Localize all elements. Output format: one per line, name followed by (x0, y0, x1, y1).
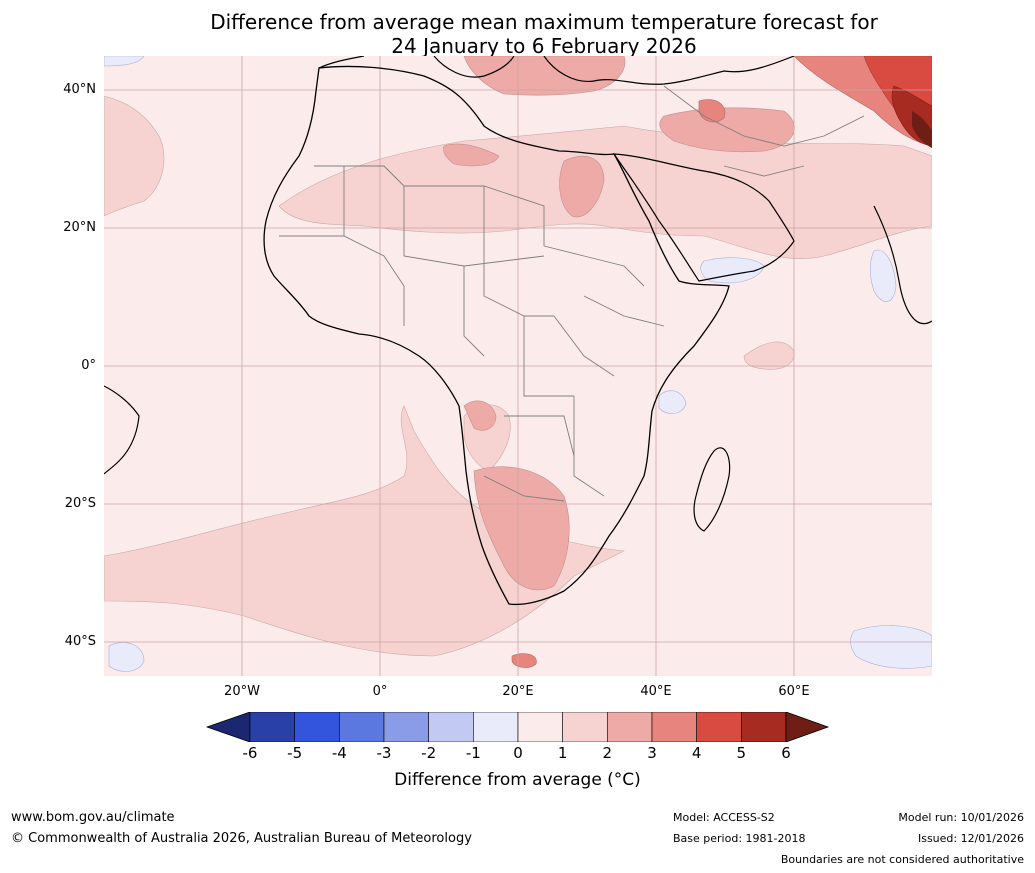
anomaly-1-2-region (278, 125, 932, 259)
colorbar-segment (339, 712, 385, 742)
colorbar-tick-label: -6 (242, 744, 258, 762)
latitude-label: 20°N (63, 220, 96, 235)
longitude-label: 40°E (640, 684, 672, 699)
africa-coastline (263, 65, 730, 606)
anomaly-2-3-region (659, 107, 795, 153)
colorbar (205, 712, 830, 742)
longitude-label: 0° (372, 684, 388, 699)
latitude-label: 40°N (63, 82, 96, 97)
colorbar-segment (249, 712, 295, 742)
colorbar-segment (473, 712, 519, 742)
disclaimer-text: Boundaries are not considered authoritat… (780, 853, 1024, 866)
country-borders (279, 85, 865, 502)
base-period-text: Base period: 1981-2018 (673, 832, 806, 845)
anomaly-above-6-region (912, 111, 932, 148)
colorbar-segment (651, 712, 697, 742)
title-line-2: 24 January to 6 February 2026 (391, 34, 697, 58)
colorbar-segment (562, 712, 608, 742)
longitude-label: 20°W (224, 684, 260, 699)
latitude-label: 0° (81, 358, 96, 373)
anomaly-2-3-region (559, 155, 605, 218)
colorbar-tick-label: -3 (376, 744, 392, 762)
south-america-coastline (104, 385, 140, 475)
anomaly-minus-1-0-region (658, 390, 687, 414)
anomaly-minus-1-0-region (850, 625, 932, 669)
colorbar-segment (383, 712, 429, 742)
colorbar-title: Difference from average (°C) (394, 770, 641, 790)
colorbar-tick-label: 0 (513, 744, 523, 762)
colorbar-segment (607, 712, 653, 742)
colorbar-tick-label: 3 (647, 744, 657, 762)
colorbar-tick-label: 2 (602, 744, 613, 762)
anomaly-minus-1-0-region (869, 249, 897, 302)
anomaly-2-3-region (473, 466, 570, 591)
colorbar-tick-label: -1 (465, 744, 481, 762)
anomaly-minus-1-0-region (104, 56, 145, 67)
colorbar-tick-label: -2 (421, 744, 437, 762)
copyright-text: © Commonwealth of Australia 2026, Austra… (11, 831, 472, 846)
colorbar-tick-label: 5 (736, 744, 747, 762)
website-link[interactable]: www.bom.gov.au/climate (11, 810, 175, 825)
latitude-label: 40°S (64, 634, 96, 649)
madagascar-coastline (693, 447, 731, 532)
anomaly-3-4-region (511, 653, 537, 668)
anomaly-minus-1-0-region (700, 257, 765, 284)
colorbar-segment (696, 712, 742, 742)
colorbar-segment (428, 712, 474, 742)
colorbar-segment (517, 712, 563, 742)
colorbar-tick-label: -5 (287, 744, 303, 762)
forecast-map (104, 56, 932, 676)
arabia-coastline (612, 153, 795, 282)
india-coastline (873, 205, 932, 325)
anomaly-1-2-region (104, 95, 165, 217)
colorbar-extend-low (205, 712, 251, 742)
colorbar-extend-high (785, 712, 830, 742)
longitude-label: 20°E (502, 684, 534, 699)
colorbar-tick-label: 4 (691, 744, 702, 762)
anomaly-2-3-region (463, 400, 497, 431)
anomaly-2-3-region (443, 143, 500, 167)
map-canvas (104, 56, 932, 676)
model-run-text: Model run: 10/01/2026 (898, 811, 1024, 824)
chart-title: Difference from average mean maximum tem… (0, 10, 1035, 58)
issued-text: Issued: 12/01/2026 (917, 832, 1024, 845)
colorbar-segment (741, 712, 787, 742)
longitude-label: 60°E (778, 684, 810, 699)
colorbar-tick-label: 1 (557, 744, 568, 762)
latitude-label: 20°S (64, 496, 96, 511)
model-text: Model: ACCESS-S2 (673, 811, 775, 824)
anomaly-minus-1-0-region (108, 642, 145, 672)
graticule (104, 56, 932, 676)
title-line-1: Difference from average mean maximum tem… (210, 10, 878, 34)
colorbar-tick-label: 6 (781, 744, 791, 762)
colorbar-tick-label: -4 (331, 744, 347, 762)
europe-coastline (318, 56, 795, 85)
colorbar-segment (294, 712, 340, 742)
